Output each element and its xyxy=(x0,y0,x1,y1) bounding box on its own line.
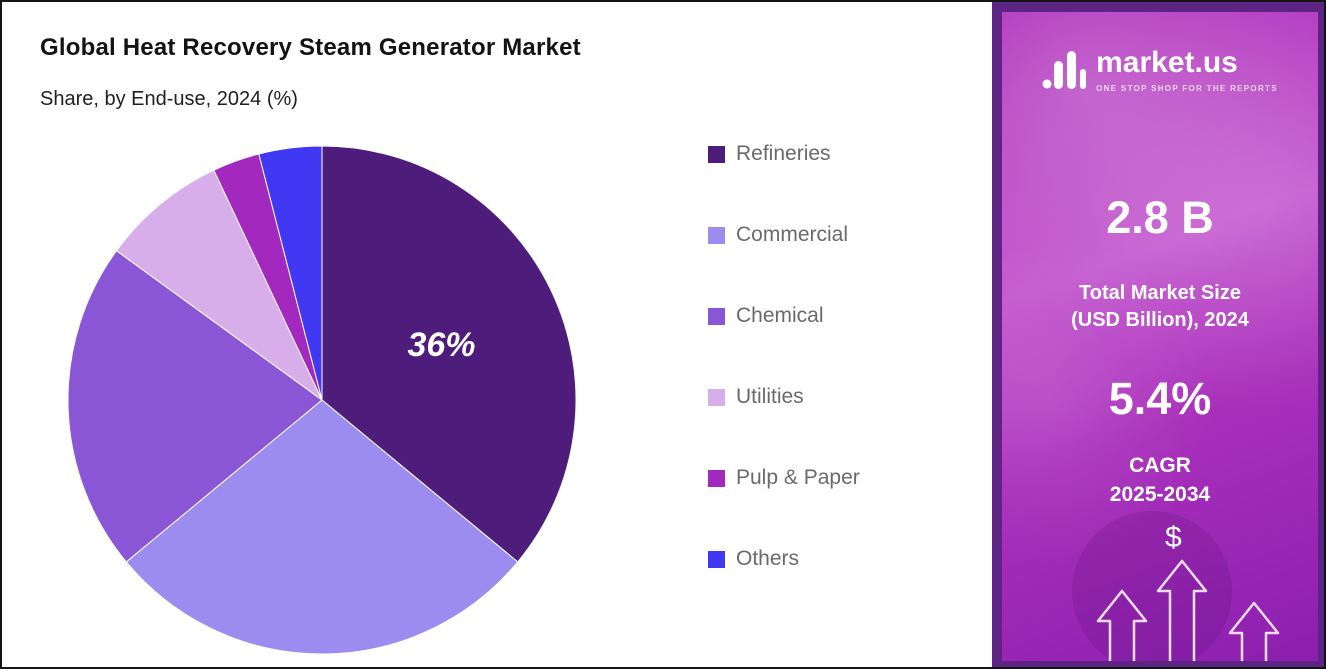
brand-tagline: ONE STOP SHOP FOR THE REPORTS xyxy=(1096,84,1278,93)
decorative-circle xyxy=(1072,511,1232,661)
legend-label: Pulp & Paper xyxy=(736,466,860,489)
legend-swatch-icon xyxy=(708,307,725,325)
pie-data-label: 36% xyxy=(407,326,475,364)
pie-slice-refineries xyxy=(321,145,577,563)
legend-swatch-icon xyxy=(708,145,725,163)
pie-slice-utilities xyxy=(115,169,323,401)
pie-chart: 36% xyxy=(67,145,577,655)
market-size-label-line1: Total Market Size xyxy=(1079,282,1241,304)
pie-slice-commercial xyxy=(125,399,519,655)
chart-title: Global Heat Recovery Steam Generator Mar… xyxy=(40,34,581,61)
legend-swatch-icon xyxy=(708,226,725,244)
legend-label: Commercial xyxy=(736,223,849,246)
market-us-logo-icon xyxy=(1042,50,1087,95)
brand-name: market.us xyxy=(1096,46,1238,79)
cagr-title: CAGR xyxy=(1129,454,1191,477)
cagr-period: 2025-2034 xyxy=(1109,483,1211,507)
market-size-label-line2: (USD Billion), 2024 xyxy=(1071,309,1249,331)
legend-item-utilities: Utilities xyxy=(708,385,860,409)
pie-slice-chemical xyxy=(67,250,323,563)
legend-swatch-icon xyxy=(708,469,725,487)
market-size-label: Total Market Size (USD Billion), 2024 xyxy=(1002,280,1318,334)
chart-subtitle: Share, by End-use, 2024 (%) xyxy=(40,88,298,110)
legend-label: Refineries xyxy=(736,142,831,165)
pie-slice-others xyxy=(258,145,323,401)
cagr-label: CAGR 2025-2034 xyxy=(1002,451,1318,510)
legend-item-commercial: Commercial xyxy=(708,223,860,247)
legend-label: Utilities xyxy=(736,385,804,408)
legend-swatch-icon xyxy=(708,388,725,406)
legend-label: Chemical xyxy=(736,304,824,327)
market-size-value: 2.8 B xyxy=(1106,192,1214,243)
legend: Refineries Commercial Chemical Utilities Pul… xyxy=(708,142,860,571)
legend-swatch-icon xyxy=(708,550,725,568)
cagr-value: 5.4% xyxy=(1108,373,1212,424)
dollar-icon: $ xyxy=(1165,521,1182,554)
sidebar: market.us ONE STOP SHOP FOR THE REPORTS … xyxy=(992,2,1324,667)
legend-item-pulp-paper: Pulp & Paper xyxy=(708,466,860,490)
legend-item-chemical: Chemical xyxy=(708,304,860,328)
legend-item-refineries: Refineries xyxy=(708,142,860,166)
legend-item-others: Others xyxy=(708,547,860,571)
brand-logo: market.us ONE STOP SHOP FOR THE REPORTS xyxy=(1002,12,1318,95)
growth-arrows-icon xyxy=(1096,559,1280,661)
sidebar-panel: market.us ONE STOP SHOP FOR THE REPORTS … xyxy=(1002,12,1318,661)
legend-label: Others xyxy=(736,547,800,570)
